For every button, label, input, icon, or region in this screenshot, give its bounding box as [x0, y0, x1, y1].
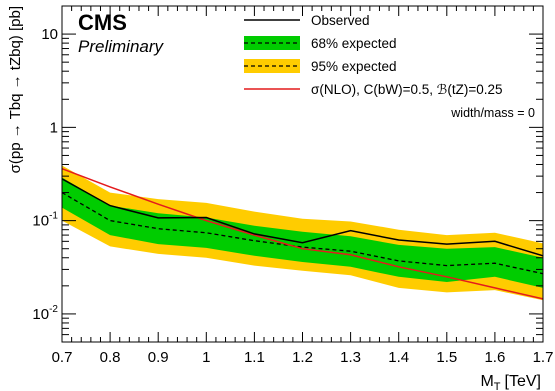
- x-axis-title-unit: [TeV]: [505, 373, 541, 390]
- y-tick-label: 10-2: [32, 304, 58, 323]
- x-tick-label: 1.4: [388, 349, 409, 366]
- y-tick-label-base: 10: [32, 306, 49, 323]
- y-tick-label-base: 10: [32, 213, 49, 230]
- x-tick-label: 1.6: [484, 349, 505, 366]
- y-tick-label-base: 10: [41, 26, 58, 43]
- y-tick-label-exponent: -2: [49, 304, 58, 315]
- y-tick-label-exponent: -1: [49, 211, 58, 222]
- preliminary-label: Preliminary: [78, 37, 165, 56]
- x-axis-title-main: M: [480, 373, 493, 390]
- x-tick-label: 1: [202, 349, 210, 366]
- y-tick-label-base: 1: [50, 119, 58, 136]
- x-axis-title: MT [TeV]: [480, 373, 541, 391]
- legend-label: σ(NLO), C(bW)=0.5, ℬ(tZ)=0.25: [311, 82, 503, 97]
- y-axis-title: σ(pp → Tbq → tZbq) [pb]: [7, 6, 24, 173]
- x-tick-label: 0.8: [100, 349, 121, 366]
- legend-note: width/mass = 0: [450, 106, 535, 120]
- observed-line: [61, 178, 544, 257]
- x-tick-label: 0.9: [148, 349, 169, 366]
- lines-layer: [61, 167, 544, 300]
- y-tick-label: 10: [41, 26, 58, 43]
- x-axis: 0.7 0.8 0.9 1 1.1 1.2 1.3 1.4 1.5 1.6 1.7: [52, 6, 554, 366]
- bands-layer: [62, 165, 543, 301]
- x-tick-label: 1.7: [533, 349, 554, 366]
- x-tick-label: 1.5: [436, 349, 457, 366]
- band-68-expected: [62, 177, 543, 288]
- legend-label: 68% expected: [311, 36, 397, 51]
- x-tick-label: 1.3: [340, 349, 361, 366]
- cms-label: CMS: [78, 10, 127, 35]
- legend-label: 95% expected: [311, 59, 397, 74]
- theory-line: [61, 167, 544, 300]
- x-tick-label: 1.2: [292, 349, 313, 366]
- x-axis-title-sub: T: [494, 381, 501, 391]
- y-tick-label: 10-1: [32, 211, 58, 230]
- x-tick-label: 0.7: [52, 349, 73, 366]
- y-tick-label: 1: [50, 119, 58, 136]
- legend: Observed 68% expected 95% expected σ(NLO), …: [244, 13, 535, 120]
- legend-label: Observed: [311, 13, 370, 28]
- plot-frame: [61, 5, 544, 343]
- plot-border: [61, 5, 544, 343]
- x-tick-label: 1.1: [244, 349, 265, 366]
